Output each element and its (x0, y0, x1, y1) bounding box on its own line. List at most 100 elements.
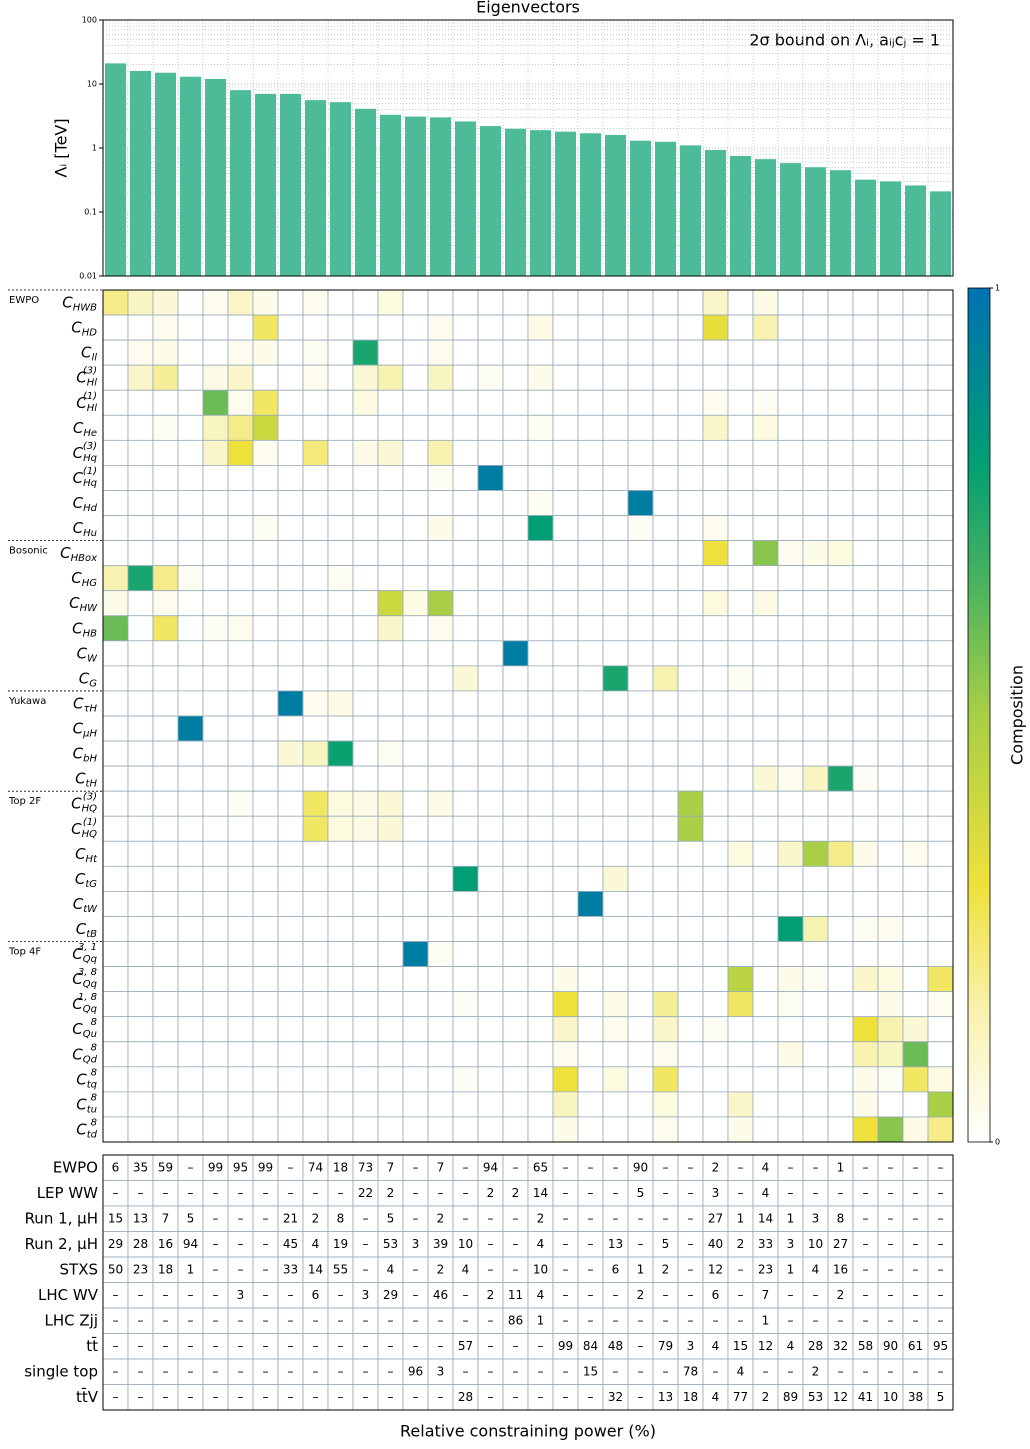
bar (830, 170, 851, 276)
heatmap-cell (652, 565, 679, 592)
row-label-sub: G (89, 678, 97, 689)
heatmap-cell (627, 1091, 654, 1118)
heatmap-cell (202, 1091, 229, 1118)
heatmap-cell (252, 1041, 279, 1068)
heatmap-cell (452, 389, 479, 416)
heatmap-cell (602, 1066, 629, 1093)
heatmap-cell (202, 515, 229, 541)
heatmap-cell (377, 790, 404, 817)
table-cell-text: – (188, 1390, 194, 1404)
table-cell-text: – (413, 1211, 419, 1225)
table-cell (752, 1358, 779, 1385)
row-label-sub: Qq (83, 1004, 97, 1015)
table-cell (352, 1358, 379, 1385)
heatmap-cell (577, 815, 604, 842)
table-cell-text: – (413, 1390, 419, 1404)
heatmap-cell (877, 1016, 904, 1043)
heatmap-cell (452, 740, 479, 767)
heatmap-cell (452, 465, 479, 491)
heatmap-cell (552, 966, 579, 993)
table-cell-text: – (213, 1313, 219, 1327)
table-cell (902, 1282, 929, 1309)
heatmap-cell (627, 665, 654, 692)
heatmap-cell (352, 916, 379, 942)
heatmap-cell (677, 289, 704, 316)
table-cell-text: 94 (483, 1160, 498, 1174)
heatmap-cell (777, 865, 804, 892)
heatmap-cell (227, 364, 254, 391)
table-cell (502, 1256, 529, 1283)
heatmap-cell (352, 439, 379, 466)
table-cell-text: – (638, 1211, 644, 1225)
table-cell (227, 1180, 254, 1207)
bar (705, 150, 726, 276)
heatmap-cell (452, 865, 479, 892)
heatmap-cell (577, 465, 604, 491)
heatmap-cell (752, 439, 779, 466)
heatmap-cell (327, 439, 354, 466)
heatmap-cell (927, 389, 954, 416)
heatmap-cell (727, 715, 754, 742)
heatmap-cell (877, 314, 904, 341)
heatmap-cell (677, 515, 704, 541)
heatmap-cell (202, 289, 229, 316)
heatmap-cell (827, 465, 854, 491)
heatmap-cell (552, 941, 579, 967)
heatmap-cell (752, 840, 779, 867)
heatmap-cell (577, 389, 604, 416)
bar (405, 116, 426, 276)
table-cell-text: – (813, 1160, 819, 1174)
table-cell-text: 6 (112, 1160, 120, 1174)
heatmap-cell (777, 615, 804, 642)
heatmap-cell (452, 966, 479, 993)
row-label-sub: Hq (83, 478, 97, 489)
heatmap-cell (902, 991, 929, 1018)
heatmap-cell (252, 439, 279, 466)
heatmap-cell (652, 966, 679, 993)
heatmap-cell (677, 364, 704, 391)
heatmap-cell (602, 865, 629, 892)
table-cell-text: – (738, 1262, 744, 1276)
heatmap-cell (627, 991, 654, 1018)
heatmap-cell (227, 690, 254, 717)
heatmap-cell (902, 941, 929, 967)
table-cell-text: – (713, 1313, 719, 1327)
row-label-base: C (76, 1070, 87, 1088)
table-cell-text: 7 (162, 1211, 170, 1225)
heatmap-cell (127, 991, 154, 1018)
heatmap-cell (627, 439, 654, 466)
heatmap-cell (502, 590, 529, 617)
table-cell (877, 1282, 904, 1309)
heatmap-cell (102, 840, 129, 867)
heatmap-cell (627, 640, 654, 667)
heatmap-cell (777, 891, 804, 917)
row-label: Ctu (76, 1095, 97, 1116)
heatmap-cell (452, 665, 479, 692)
heatmap-cell (577, 690, 604, 717)
table-cell-text: – (363, 1313, 369, 1327)
heatmap-cell (727, 1091, 754, 1118)
heatmap-cell (902, 615, 929, 642)
heatmap-cell (152, 765, 179, 792)
table-cell-text: – (438, 1339, 444, 1353)
table-cell-text: – (638, 1237, 644, 1251)
heatmap-cell (927, 1116, 954, 1143)
table-cell (177, 1256, 204, 1283)
row-label-sub: HW (80, 603, 99, 614)
heatmap-cell (727, 590, 754, 617)
heatmap-cell (627, 715, 654, 742)
table-cell-text: 86 (508, 1313, 523, 1327)
row-label: Ctd (76, 1120, 97, 1141)
heatmap-cell (427, 765, 454, 792)
heatmap-cell (427, 565, 454, 592)
heatmap-cell (552, 1041, 579, 1068)
heatmap-cell (852, 815, 879, 842)
heatmap-cell (302, 715, 329, 742)
table-cell (602, 1205, 629, 1232)
heatmap-cell (677, 1091, 704, 1118)
heatmap-cell (577, 565, 604, 592)
row-label-sub: Hd (83, 503, 98, 514)
heatmap-cell (852, 865, 879, 892)
heatmap-cell (152, 465, 179, 491)
table-cell-text: 3 (812, 1211, 820, 1225)
